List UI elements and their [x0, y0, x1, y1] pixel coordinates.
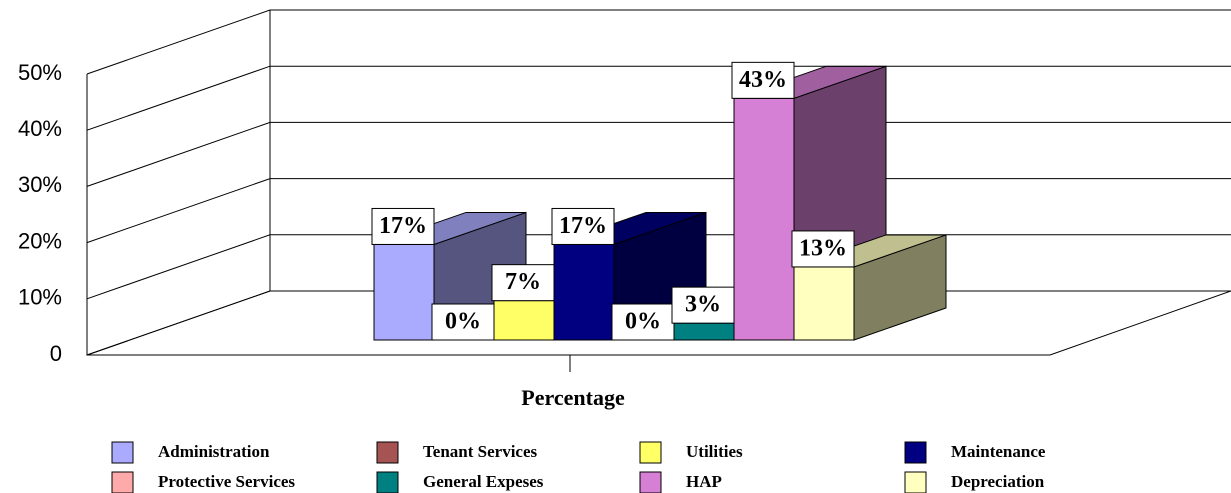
y-tick-label: 50%: [18, 60, 62, 85]
legend-swatch: [639, 471, 662, 493]
legend-label: HAP: [686, 472, 722, 491]
bar-front: [793, 266, 855, 341]
bar-front: [553, 243, 615, 341]
legend-swatch: [111, 441, 134, 464]
bar: [793, 234, 947, 341]
value-label: 43%: [739, 67, 787, 93]
value-label: 13%: [799, 235, 847, 261]
y-tick-label: 0: [50, 341, 62, 366]
grid-line: [86, 65, 1231, 131]
bar-front: [493, 300, 555, 341]
value-label: 0%: [625, 309, 661, 335]
y-tick-label: 30%: [18, 172, 62, 197]
value-label-box: [431, 303, 495, 341]
value-label-box: [551, 207, 615, 245]
legend-label: Tenant Services: [423, 442, 538, 461]
value-label-box: [371, 207, 435, 245]
legend-label: General Expeses: [423, 472, 544, 491]
value-label-box: [671, 286, 735, 324]
x-tick-label: Percentage: [521, 385, 625, 410]
grid-line: [86, 9, 1231, 75]
value-label-box: [611, 303, 675, 341]
value-label-box: [791, 230, 855, 268]
y-tick-label: 20%: [18, 228, 62, 253]
floor-edge: [87, 290, 1231, 356]
value-label: 17%: [559, 213, 607, 239]
legend-label: Depreciation: [951, 472, 1045, 491]
bar-front: [673, 322, 735, 341]
value-label: 7%: [505, 269, 541, 295]
legend-label: Protective Services: [158, 472, 295, 491]
grid-line: [86, 121, 1231, 187]
legend-label: Administration: [158, 442, 270, 461]
left-wall-edge: [86, 10, 271, 356]
y-tick-label: 40%: [18, 116, 62, 141]
bar-front: [733, 97, 795, 341]
value-label: 0%: [445, 309, 481, 335]
legend-swatch: [904, 441, 927, 464]
legend-swatch: [376, 441, 399, 464]
value-label: 17%: [379, 213, 427, 239]
legend-swatch: [904, 471, 927, 493]
legend-label: Utilities: [686, 442, 743, 461]
legend-swatch: [376, 471, 399, 493]
bar-front: [373, 243, 435, 341]
y-tick-label: 10%: [18, 285, 62, 310]
legend-swatch: [111, 471, 134, 493]
value-label: 3%: [685, 292, 721, 318]
legend-label: Maintenance: [951, 442, 1046, 461]
legend-swatch: [639, 441, 662, 464]
value-label-box: [731, 61, 795, 99]
value-label-box: [491, 264, 555, 302]
grid-line: [86, 178, 1231, 244]
